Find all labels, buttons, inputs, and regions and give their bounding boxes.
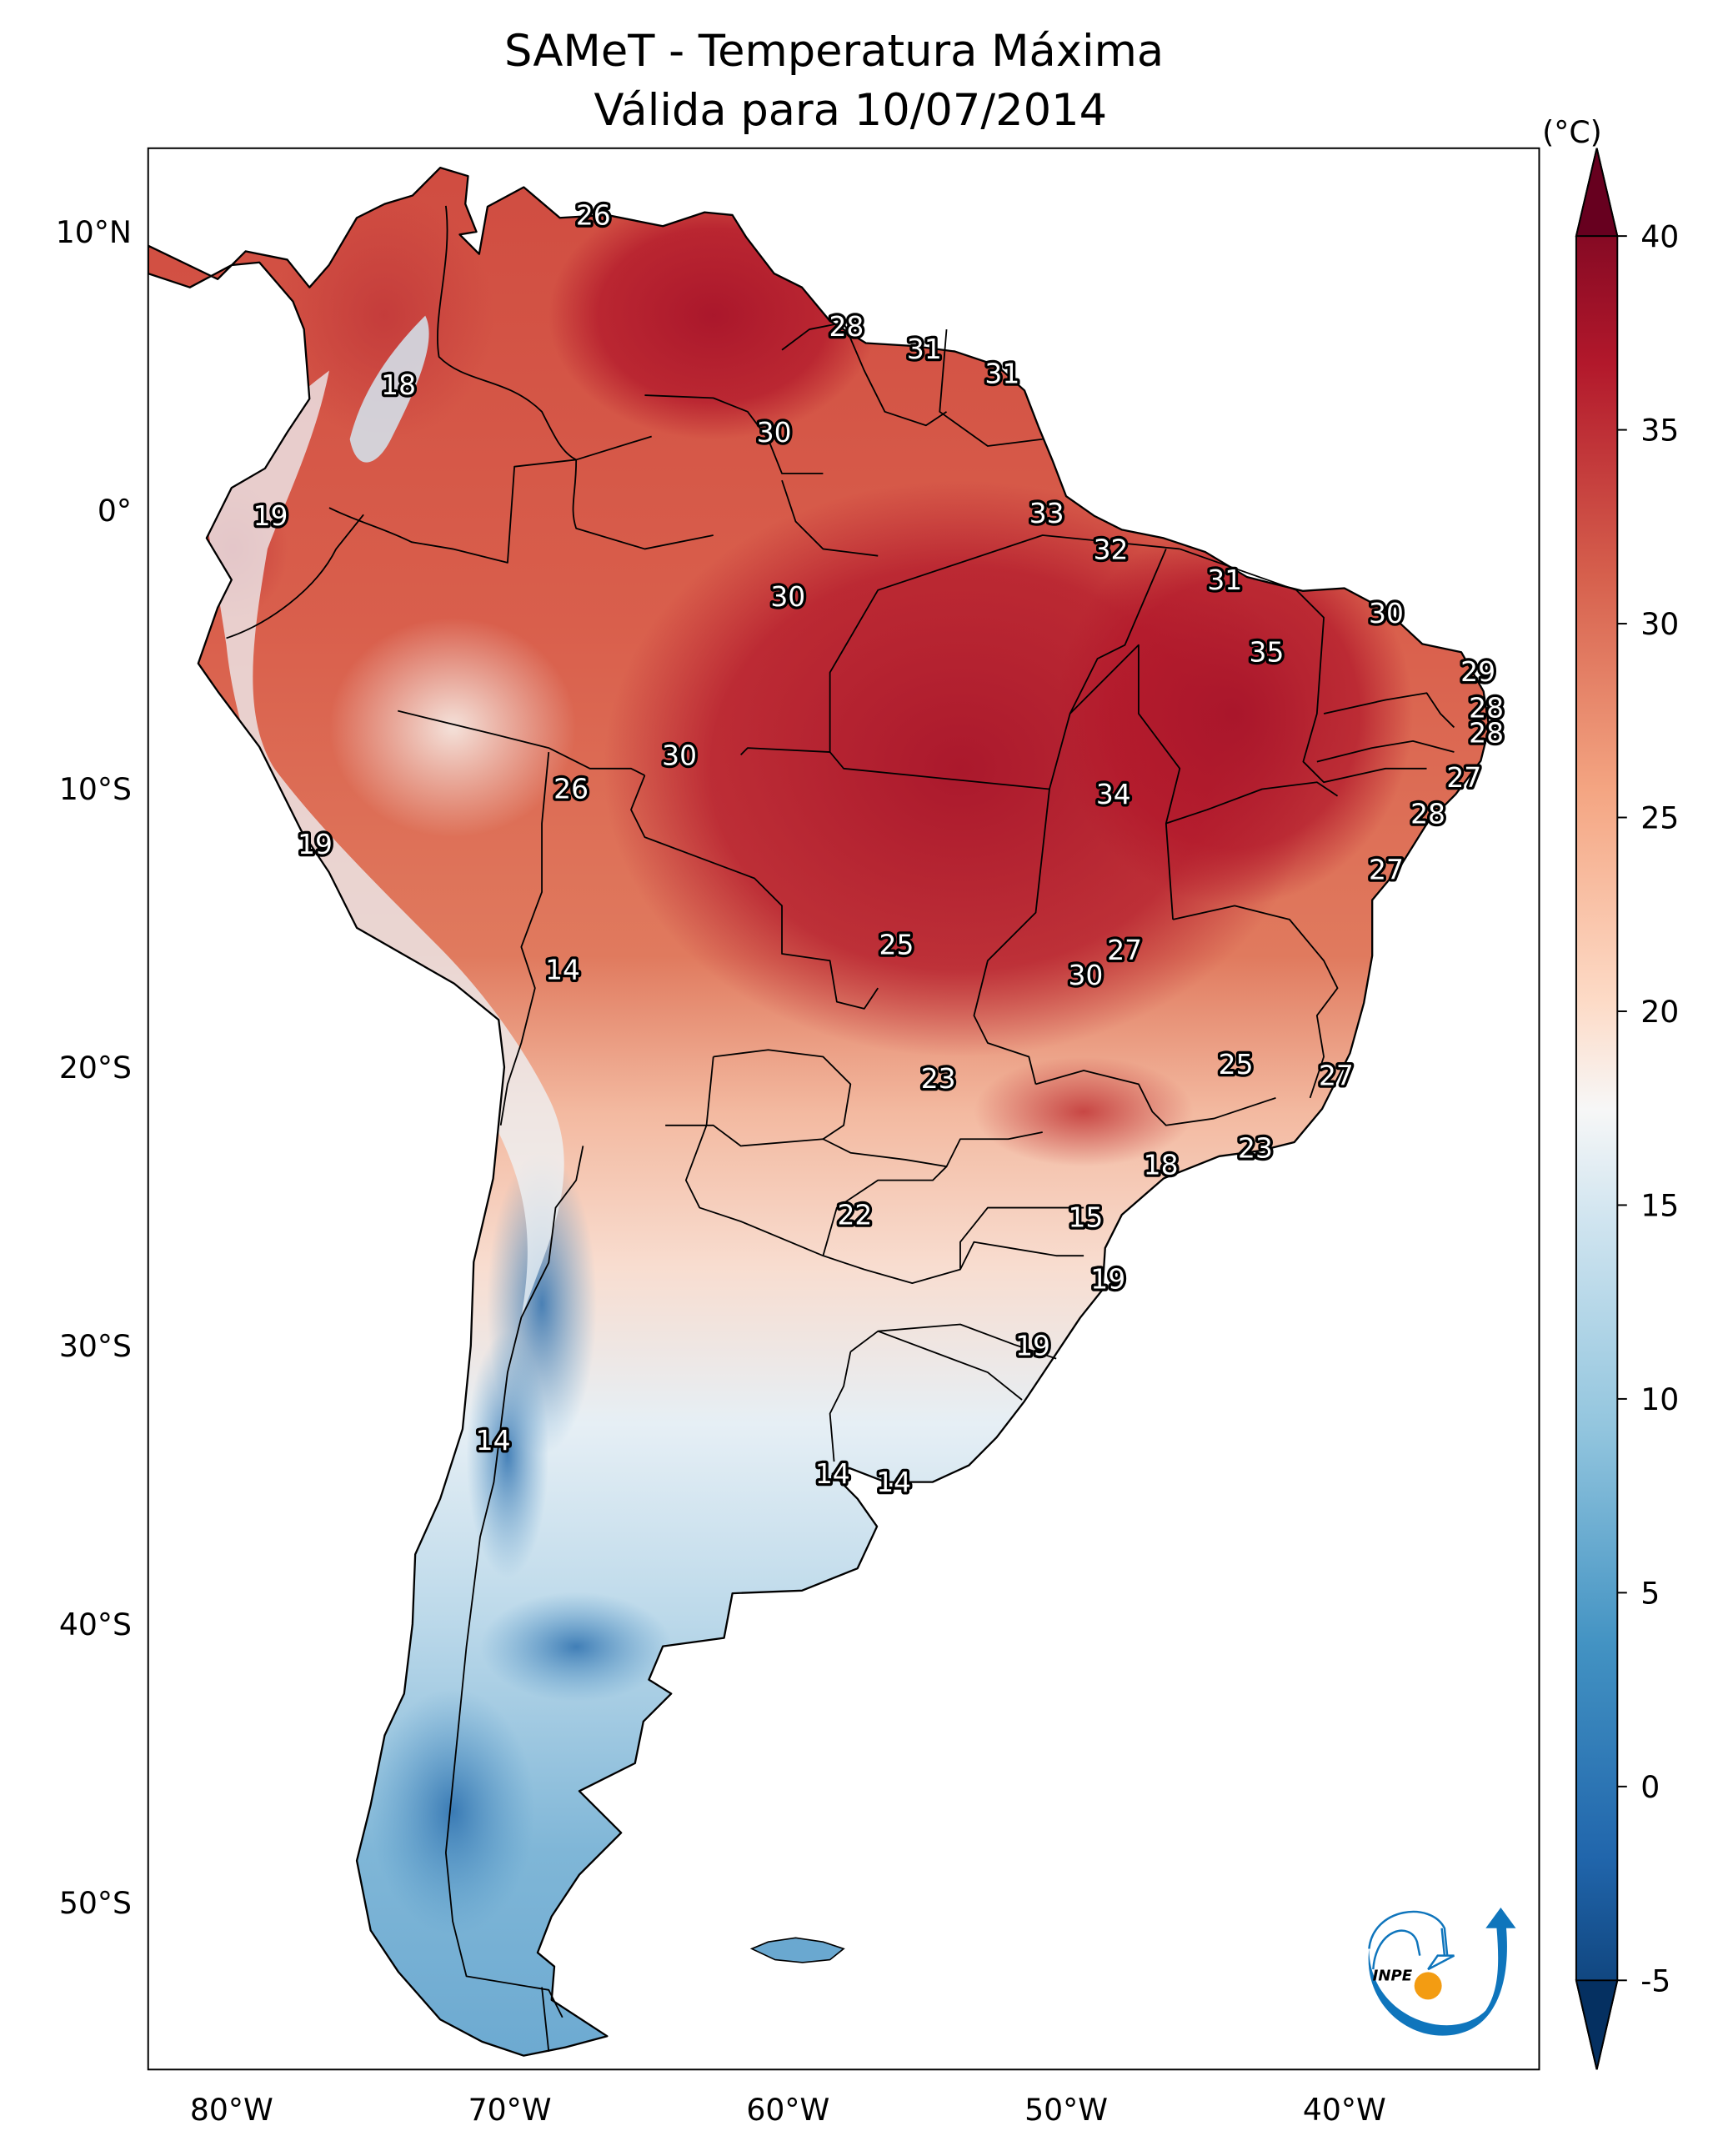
latitude-tick-label: 40°S — [59, 1607, 132, 1642]
colorbar-tick-label: 25 — [1640, 800, 1679, 836]
station-value-label: 18 — [381, 369, 416, 401]
map-title-line2: Válida para 10/07/2014 — [594, 85, 1108, 136]
colorbar-tick-label: 30 — [1640, 606, 1679, 642]
cool-patagonia-north — [479, 1592, 673, 1702]
station-value-label: 27 — [1319, 1060, 1354, 1092]
station-value-label: 30 — [1369, 597, 1404, 629]
station-value-label: 32 — [1094, 533, 1129, 565]
longitude-tick-label: 80°W — [190, 2092, 273, 2128]
latitude-tick-label: 20°S — [59, 1050, 132, 1086]
station-value-label: 28 — [1469, 692, 1504, 725]
logo-arrow-icon — [1368, 1908, 1516, 2036]
station-value-label: 26 — [553, 773, 589, 805]
station-value-label: 28 — [829, 310, 864, 343]
station-value-label: 27 — [1369, 853, 1404, 885]
station-value-label: 27 — [1107, 934, 1142, 966]
cool-colombia-strip — [349, 315, 429, 463]
station-value-label: 35 — [1250, 636, 1285, 669]
station-value-label: 14 — [545, 954, 580, 986]
latitude-axis: 10°N 0° 10°S 20°S 30°S 40°S 50°S — [56, 214, 132, 1921]
colorbar: (°C) 40 35 30 25 20 15 10 5 0 -5 — [1542, 114, 1679, 2070]
longitude-tick-label: 50°W — [1024, 2092, 1108, 2128]
colorbar-tick-label: 0 — [1640, 1769, 1660, 1805]
station-value-label: 18 — [1144, 1148, 1179, 1181]
colorbar-ticks: 40 35 30 25 20 15 10 5 0 -5 — [1617, 218, 1679, 1998]
station-value-label: 23 — [1238, 1131, 1273, 1164]
station-value-label: 27 — [1446, 761, 1481, 794]
station-value-label: 23 — [921, 1062, 956, 1095]
station-value-label: 30 — [662, 739, 697, 771]
station-value-label: 25 — [1219, 1048, 1254, 1081]
colorbar-tick-label: -5 — [1640, 1963, 1670, 1998]
colorbar-tick-label: 10 — [1640, 1381, 1679, 1417]
logo-sun-icon — [1414, 1972, 1442, 2000]
colorbar-extend-max — [1575, 148, 1619, 238]
country-borders — [226, 205, 1455, 2052]
latitude-tick-label: 10°S — [59, 771, 132, 807]
station-value-label: 30 — [770, 580, 805, 613]
logo-text: INPE — [1373, 1967, 1413, 1984]
station-value-label: 19 — [1090, 1262, 1125, 1295]
colorbar-gradient — [1575, 148, 1619, 2070]
colorbar-tick-label: 35 — [1640, 413, 1679, 449]
station-value-label: 30 — [1068, 959, 1103, 991]
station-value-label: 31 — [984, 358, 1019, 390]
latitude-tick-label: 0° — [98, 493, 132, 529]
inpe-logo: INPE — [1368, 1908, 1516, 2036]
latitude-tick-label: 30°S — [59, 1328, 132, 1364]
station-value-label: 28 — [1469, 717, 1504, 750]
station-value-label: 33 — [1029, 497, 1064, 529]
logo-orbit-icon — [1368, 1910, 1455, 1971]
station-value-label: 29 — [1460, 655, 1495, 688]
longitude-tick-label: 60°W — [746, 2092, 829, 2128]
pale-blob-peru — [328, 617, 577, 838]
station-value-label: 14 — [815, 1457, 850, 1490]
station-value-label: 28 — [1410, 797, 1445, 830]
longitude-tick-label: 70°W — [468, 2092, 552, 2128]
latitude-tick-label: 10°N — [56, 214, 132, 250]
map-frame — [147, 147, 1540, 2071]
station-value-label: 14 — [876, 1466, 911, 1498]
station-value-label: 31 — [1207, 564, 1242, 596]
station-value-label: 26 — [576, 198, 611, 231]
falkland-islands — [749, 1937, 845, 1963]
latitude-tick-label: 50°S — [59, 1885, 132, 1921]
colorbar-tick-label: 5 — [1640, 1576, 1660, 1612]
coastline — [148, 166, 1490, 2057]
longitude-tick-label: 40°W — [1303, 2092, 1386, 2128]
station-value-label: 19 — [253, 499, 288, 532]
colorbar-tick-label: 40 — [1640, 218, 1679, 254]
map-area — [148, 148, 1540, 2070]
station-value-label: 19 — [298, 828, 333, 860]
cool-andes-south — [466, 1331, 549, 1578]
cool-patagonia — [370, 1687, 535, 1935]
colorbar-tick-label: 15 — [1640, 1188, 1679, 1224]
station-value-label: 30 — [757, 416, 792, 449]
station-value-label: 14 — [476, 1424, 511, 1457]
station-value-label: 15 — [1068, 1201, 1103, 1234]
colorbar-extend-min — [1575, 1979, 1619, 2070]
colorbar-unit-label: (°C) — [1542, 114, 1602, 150]
station-value-label: 22 — [838, 1198, 873, 1231]
colorbar-tick-label: 20 — [1640, 994, 1679, 1030]
station-value-label: 19 — [1015, 1329, 1050, 1361]
longitude-axis: 80°W 70°W 60°W 50°W 40°W — [190, 2092, 1386, 2128]
station-value-label: 25 — [879, 928, 914, 960]
map-title-line1: SAMeT - Temperatura Máxima — [504, 26, 1164, 77]
station-value-label: 34 — [1096, 778, 1131, 810]
station-value-label: 31 — [907, 333, 942, 365]
